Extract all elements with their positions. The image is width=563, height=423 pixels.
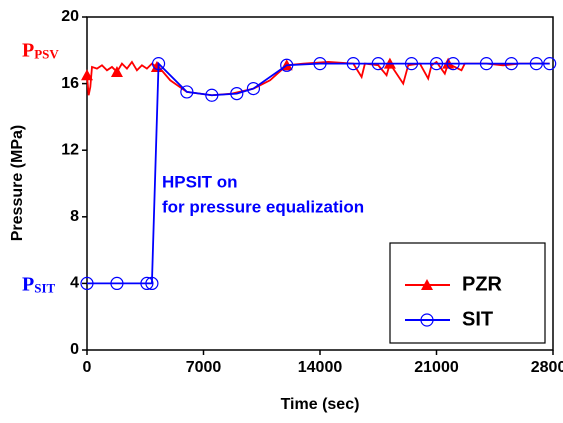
series-marker [145,276,159,290]
legend-label: PZR [462,273,503,295]
series-marker [446,57,460,71]
axis-annotation: PPSV [22,39,59,61]
series-marker [80,276,94,290]
series-marker [543,57,557,71]
series-marker [140,276,154,290]
series-marker [346,57,360,71]
legend-marker [421,279,433,290]
series-marker [180,85,194,99]
series-marker [246,81,261,96]
x-tick-label: 0 [83,359,92,376]
series-marker [230,86,244,101]
x-axis-title: Time (sec) [281,396,360,413]
x-tick-label: 7000 [186,359,222,376]
y-tick-label: 8 [70,208,79,225]
y-tick-label: 20 [61,8,79,25]
y-tick-label: 16 [61,75,79,92]
series-marker [371,57,385,71]
axis-annotation: PSIT [22,273,56,295]
x-tick-label: 14000 [298,359,343,376]
annotation: HPSIT on [162,172,238,191]
series-marker [110,276,124,290]
series-marker [429,57,444,71]
x-tick-label: 21000 [414,359,459,376]
y-axis-title: Pressure (MPa) [9,125,26,242]
series-marker [280,58,294,72]
series-marker [504,57,518,71]
annotation: for pressure equalization [162,197,364,216]
series-marker [479,57,494,71]
series-marker [313,57,327,71]
series-marker [151,57,166,71]
annotation-sub: PSV [34,47,59,62]
series-marker [110,65,123,77]
legend-label: SIT [462,308,493,330]
annotation-sub: SIT [34,280,55,295]
y-tick-label: 0 [70,341,79,358]
annotation-main: P [22,39,34,61]
series-marker [404,57,419,71]
y-tick-label: 4 [70,275,79,292]
y-tick-label: 12 [61,141,79,158]
legend: PZR SIT [389,242,546,344]
series-marker [529,57,543,71]
legend-marker [420,313,434,327]
series-marker [205,88,219,102]
annotation-main: P [22,273,34,295]
legend-box [389,242,546,344]
series-marker [81,69,93,81]
